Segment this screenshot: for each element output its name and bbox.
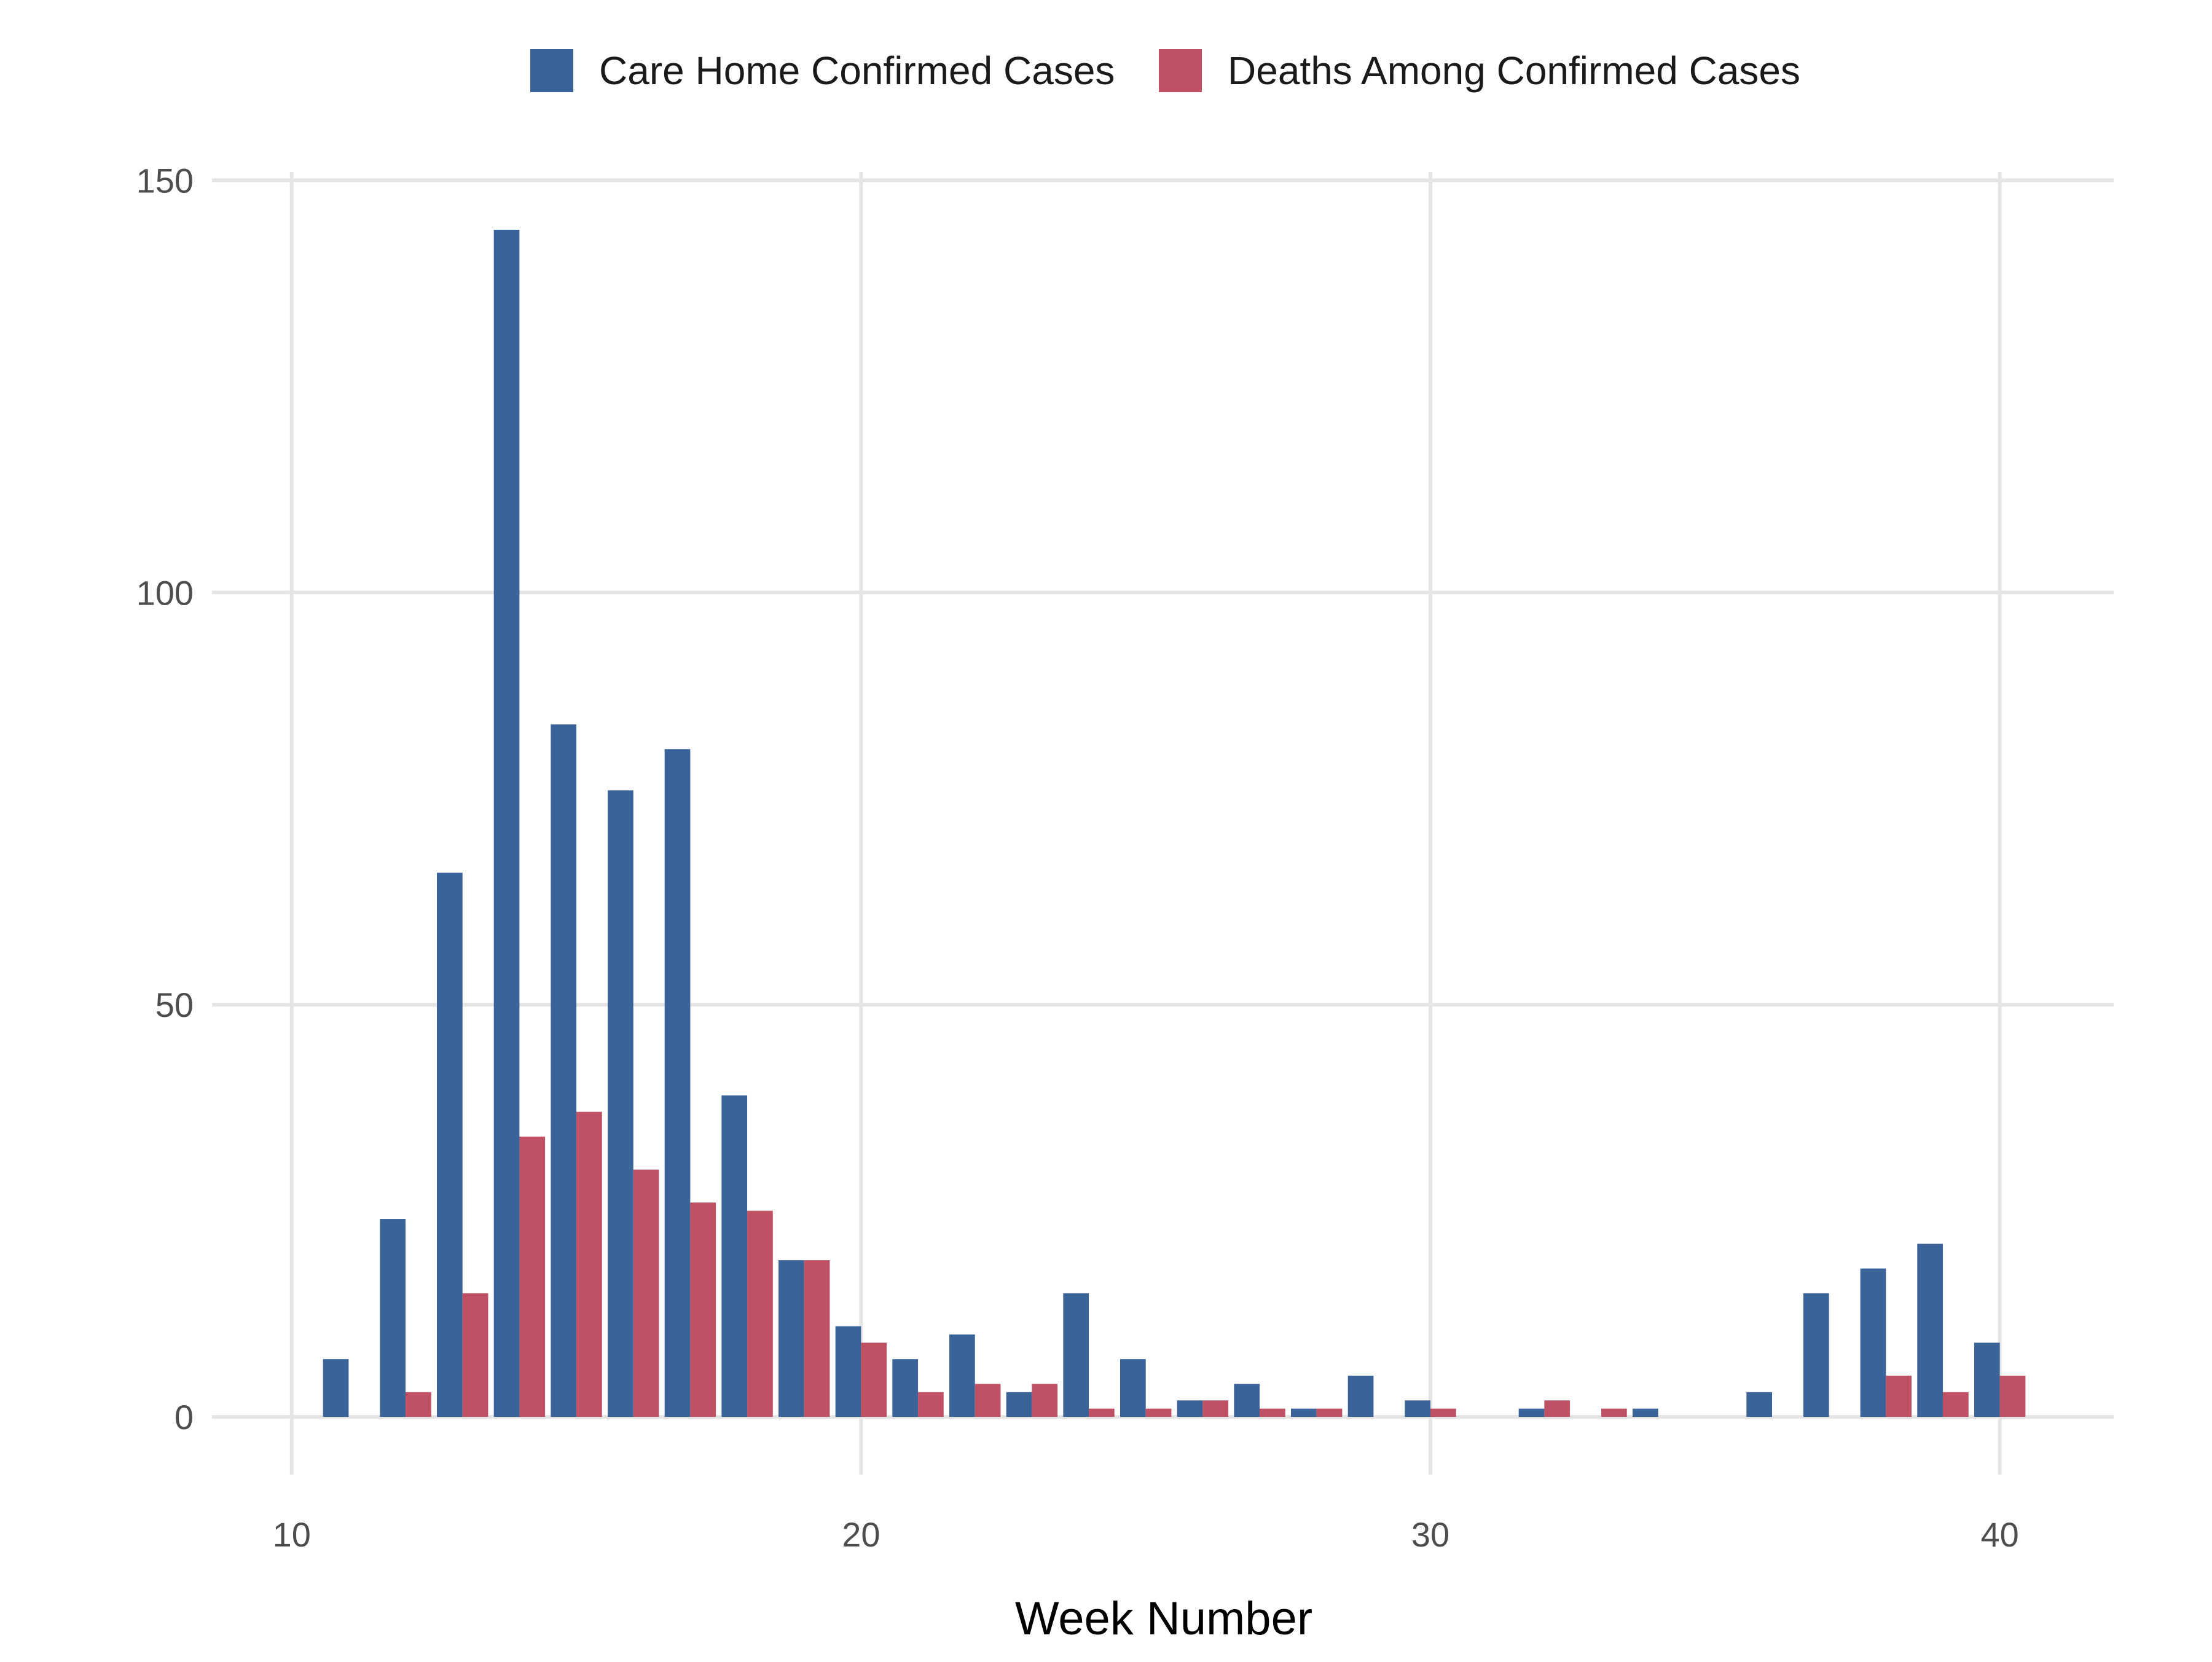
bar-series1-week-34 <box>1632 1408 1658 1417</box>
bar-series1-week-27 <box>1234 1384 1260 1417</box>
bar-series1-week-37 <box>1803 1293 1829 1417</box>
x-tick-label-40: 40 <box>1981 1515 2019 1554</box>
legend-swatch-series1 <box>530 49 573 92</box>
bar-series1-week-22 <box>949 1334 975 1417</box>
y-tick-label-50: 50 <box>155 986 194 1024</box>
bar-series1-week-13 <box>437 872 463 1417</box>
legend-label-series2: Deaths Among Confirmed Cases <box>1228 49 1800 93</box>
bar-series1-week-39 <box>1917 1244 1943 1417</box>
bar-series1-week-18 <box>721 1095 748 1417</box>
bar-series2-week-14 <box>519 1136 546 1417</box>
bar-series2-week-27 <box>1260 1408 1285 1417</box>
y-tick-label-150: 150 <box>136 161 194 200</box>
bar-series2-week-26 <box>1202 1400 1229 1417</box>
bar-series2-week-38 <box>1886 1375 1912 1417</box>
bar-series2-week-30 <box>1430 1408 1456 1417</box>
bar-series2-week-12 <box>406 1392 431 1417</box>
legend-swatch-series2 <box>1159 49 1202 92</box>
bar-series2-week-24 <box>1089 1408 1115 1417</box>
bar-series2-week-21 <box>918 1392 944 1417</box>
bar-series1-week-29 <box>1347 1375 1374 1417</box>
bar-series1-week-17 <box>664 749 691 1417</box>
tick-label-layer: 0 50 100 150 10 20 30 40 <box>136 161 2019 1554</box>
bar-series1-week-15 <box>551 724 577 1417</box>
bar-series1-week-24 <box>1063 1293 1089 1417</box>
bar-series2-week-23 <box>1032 1384 1058 1417</box>
y-tick-label-100: 100 <box>136 573 194 612</box>
bar-series2-week-19 <box>804 1260 830 1417</box>
bar-series2-week-28 <box>1316 1408 1343 1417</box>
bar-series1-week-19 <box>779 1260 804 1417</box>
bar-series1-week-36 <box>1746 1392 1773 1417</box>
bar-series1-week-20 <box>835 1326 861 1417</box>
x-tick-label-30: 30 <box>1411 1515 1449 1554</box>
x-tick-label-10: 10 <box>273 1515 311 1554</box>
bar-series2-week-20 <box>861 1343 887 1417</box>
bar-series2-week-25 <box>1145 1408 1172 1417</box>
bar-series2-week-33 <box>1601 1408 1627 1417</box>
bar-series2-week-40 <box>1999 1375 2026 1417</box>
y-tick-label-0: 0 <box>175 1398 194 1437</box>
bar-series1-week-40 <box>1974 1343 2000 1417</box>
bar-series2-week-39 <box>1943 1392 1969 1417</box>
bar-series1-week-28 <box>1290 1408 1317 1417</box>
grid-layer <box>212 172 2114 1475</box>
bar-series1-week-12 <box>380 1219 406 1417</box>
bar-series1-week-14 <box>493 229 520 1417</box>
legend: Care Home Confirmed Cases Deaths Among Co… <box>530 49 1800 93</box>
bar-layer <box>323 229 2026 1417</box>
bar-series1-week-32 <box>1518 1408 1545 1417</box>
x-tick-label-20: 20 <box>842 1515 880 1554</box>
bar-series1-week-26 <box>1177 1400 1203 1417</box>
bar-series2-week-16 <box>633 1169 659 1417</box>
bar-series1-week-16 <box>608 790 633 1417</box>
bar-series2-week-32 <box>1544 1400 1571 1417</box>
legend-label-series1: Care Home Confirmed Cases <box>599 49 1115 93</box>
bar-series2-week-17 <box>690 1202 716 1417</box>
x-axis-title: Week Number <box>1015 1593 1312 1645</box>
bar-series1-week-23 <box>1006 1392 1032 1417</box>
bar-series2-week-13 <box>462 1293 488 1417</box>
bar-series2-week-18 <box>747 1210 773 1417</box>
bar-series1-week-11 <box>323 1359 349 1417</box>
bar-series1-week-30 <box>1405 1400 1431 1417</box>
bar-series2-week-22 <box>975 1384 1001 1417</box>
bar-series1-week-21 <box>892 1359 919 1417</box>
bar-series1-week-38 <box>1860 1268 1886 1417</box>
bar-series1-week-25 <box>1120 1359 1146 1417</box>
bar-series2-week-15 <box>576 1111 602 1417</box>
